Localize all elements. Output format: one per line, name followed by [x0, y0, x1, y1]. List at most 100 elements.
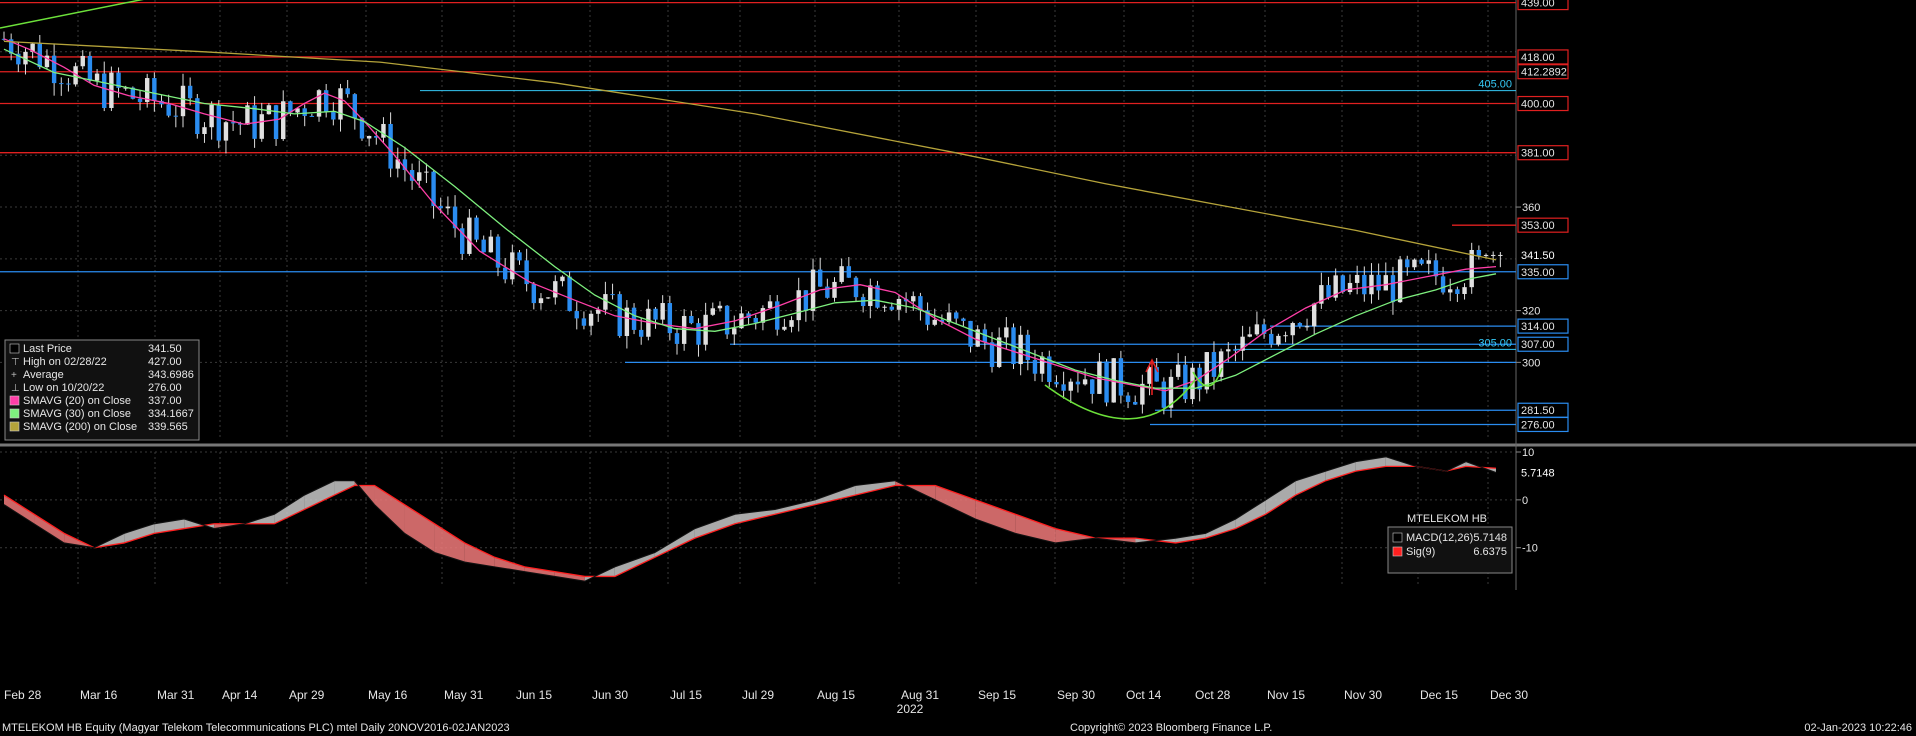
candle-body: [1204, 352, 1210, 390]
candle-body: [59, 83, 64, 85]
year-label: 2022: [897, 702, 924, 716]
candle-body: [1175, 364, 1181, 377]
legend-label: SMAVG (30) on Close: [23, 408, 131, 420]
macd-fill: [404, 504, 435, 553]
candle-body: [460, 228, 465, 254]
macd-tick-label: 0: [1522, 495, 1528, 507]
candle-body: [889, 306, 894, 310]
candle-body: [846, 266, 852, 278]
macd-fill: [775, 499, 816, 515]
macd-fill: [184, 519, 215, 529]
candle-body: [388, 123, 393, 169]
candle-body: [359, 118, 365, 139]
candle-body: [116, 72, 121, 88]
candle-body: [1004, 327, 1009, 338]
candle-body: [875, 285, 880, 308]
macd-fill: [4, 495, 35, 524]
candle-body: [1247, 334, 1252, 337]
candle-body: [724, 305, 730, 335]
macd-legend-value: 5.7148: [1473, 532, 1507, 544]
candle-body: [259, 114, 264, 139]
x-tick-label: Dec 30: [1490, 688, 1528, 702]
candle-body: [1140, 383, 1145, 405]
macd-fill: [975, 499, 1016, 534]
candle-body: [102, 73, 107, 108]
candle-body: [982, 329, 988, 343]
legend-value: 276.00: [148, 382, 182, 394]
macd-fill: [124, 523, 155, 543]
candle-body: [1133, 401, 1138, 405]
candle-body: [73, 66, 78, 85]
macd-fill: [464, 542, 495, 567]
candle-body: [316, 90, 322, 117]
candle-body: [1032, 360, 1038, 374]
price-tag-label: 353.00: [1521, 220, 1555, 232]
candle-body: [395, 159, 400, 169]
x-tick-label: Aug 31: [901, 688, 939, 702]
x-tick-label: Aug 15: [817, 688, 855, 702]
candle-body: [1075, 381, 1081, 385]
candle-body: [1211, 352, 1217, 377]
candle-body: [381, 123, 386, 138]
candle-body: [610, 294, 615, 296]
candle-body: [302, 108, 307, 116]
candle-body: [1362, 274, 1367, 295]
candle-body: [1347, 282, 1353, 293]
candle-body: [553, 281, 558, 298]
legend-symbol: +: [11, 370, 17, 381]
macd-legend-swatch: [1392, 546, 1403, 557]
x-tick-label: Sep 30: [1057, 688, 1095, 702]
candle-body: [1326, 285, 1331, 298]
legend-value: 427.00: [148, 356, 182, 368]
annotations: [0, 0, 1223, 420]
candle-body: [989, 342, 995, 367]
x-tick-label: May 31: [444, 688, 484, 702]
candle-body: [187, 85, 193, 99]
candle-body: [195, 98, 200, 134]
legend-symbol: ⊥: [11, 383, 20, 394]
candle-body: [309, 115, 315, 117]
candle-body: [481, 239, 486, 253]
candle-body: [1283, 335, 1288, 337]
price-tag-box: [1517, 318, 1569, 334]
price-tag-box: [1517, 95, 1569, 112]
price-tag-box: [1517, 64, 1569, 80]
x-tick-label: Jul 29: [742, 688, 774, 702]
candle-body: [710, 308, 715, 315]
candle-body: [760, 308, 766, 323]
price-tick-label: 320: [1522, 306, 1540, 318]
legend-label: High on 02/28/22: [23, 356, 107, 368]
candle-body: [817, 269, 823, 287]
trend-line: [0, 0, 144, 29]
candle-body: [288, 101, 293, 113]
x-tick-label: Nov 30: [1344, 688, 1382, 702]
candle-body: [1397, 259, 1403, 303]
candle-body: [1047, 356, 1052, 382]
candle-body: [1390, 275, 1396, 303]
macd-fill: [1235, 499, 1266, 529]
price-tick-label: 300: [1522, 357, 1540, 369]
candle-body: [266, 105, 272, 115]
candle-body: [911, 296, 916, 302]
candle-body: [574, 311, 579, 319]
legend-label: Last Price: [23, 343, 72, 355]
candle-body: [281, 101, 286, 140]
candle-body: [474, 217, 479, 240]
candle-body: [638, 329, 644, 337]
macd-fill: [334, 480, 355, 496]
candle-body: [1054, 381, 1059, 385]
candle-body: [689, 315, 694, 324]
candle-body: [144, 78, 150, 102]
sma-line: [3, 40, 1497, 261]
price-tag-label: 400.00: [1521, 99, 1555, 111]
macd-legend-swatch: [1392, 532, 1403, 543]
candle-body: [653, 308, 658, 320]
legend-swatch: [9, 343, 20, 354]
candle-body: [438, 206, 443, 209]
candle-body: [925, 310, 930, 325]
price-tag-box: [1517, 0, 1569, 11]
price-tag-label: 276.00: [1521, 419, 1555, 431]
price-tag-label: 412.2892: [1521, 67, 1567, 79]
